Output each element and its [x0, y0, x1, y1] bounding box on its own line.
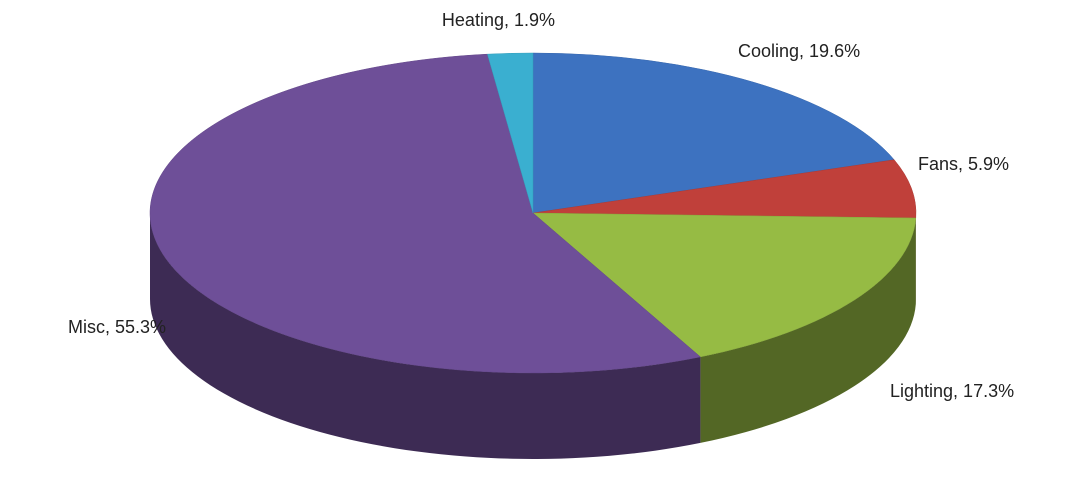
- slice: [487, 52, 534, 214]
- data-label: Cooling, 19.6%: [738, 41, 860, 61]
- slice: [149, 53, 701, 374]
- data-label: Lighting, 17.3%: [890, 381, 1014, 401]
- slice-side: [149, 213, 701, 460]
- slice-side: [700, 218, 916, 443]
- slice: [532, 212, 917, 358]
- slice: [532, 159, 917, 219]
- data-label: Fans, 5.9%: [918, 154, 1009, 174]
- data-label: Misc, 55.3%: [68, 317, 166, 337]
- data-label: Heating, 1.9%: [442, 10, 555, 30]
